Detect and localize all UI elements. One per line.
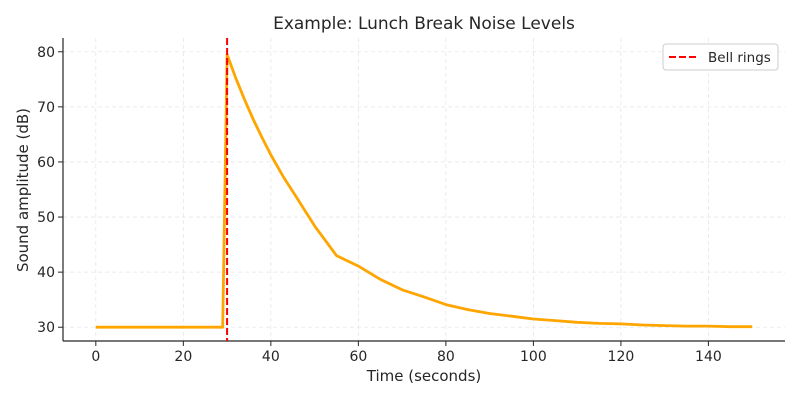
y-tick-label: 40	[37, 265, 55, 281]
legend-label-bell-rings: Bell rings	[708, 50, 771, 66]
y-tick-label: 70	[37, 100, 55, 116]
x-tick-label: 120	[608, 349, 635, 365]
x-axis-ticks: 0 20 40 60 80 100 120 140	[91, 341, 722, 365]
y-axis-label: Sound amplitude (dB)	[14, 108, 32, 272]
x-tick-label: 0	[91, 349, 100, 365]
series-line-sound-amplitude	[95, 53, 753, 329]
x-axis-label: Time (seconds)	[366, 367, 482, 385]
x-tick-label: 20	[174, 349, 192, 365]
chart-title: Example: Lunch Break Noise Levels	[273, 14, 575, 34]
x-tick-label: 40	[262, 349, 280, 365]
x-tick-label: 80	[437, 349, 455, 365]
y-axis-ticks: 30 40 50 60 70 80	[37, 45, 63, 336]
y-tick-label: 50	[37, 210, 55, 226]
x-tick-label: 60	[349, 349, 367, 365]
y-tick-label: 30	[37, 320, 55, 336]
y-tick-label: 80	[37, 45, 55, 61]
legend-box	[662, 43, 779, 71]
x-tick-label: 140	[695, 349, 722, 365]
x-tick-label: 100	[520, 349, 547, 365]
legend: Bell rings	[662, 43, 779, 71]
y-tick-label: 60	[37, 155, 55, 171]
